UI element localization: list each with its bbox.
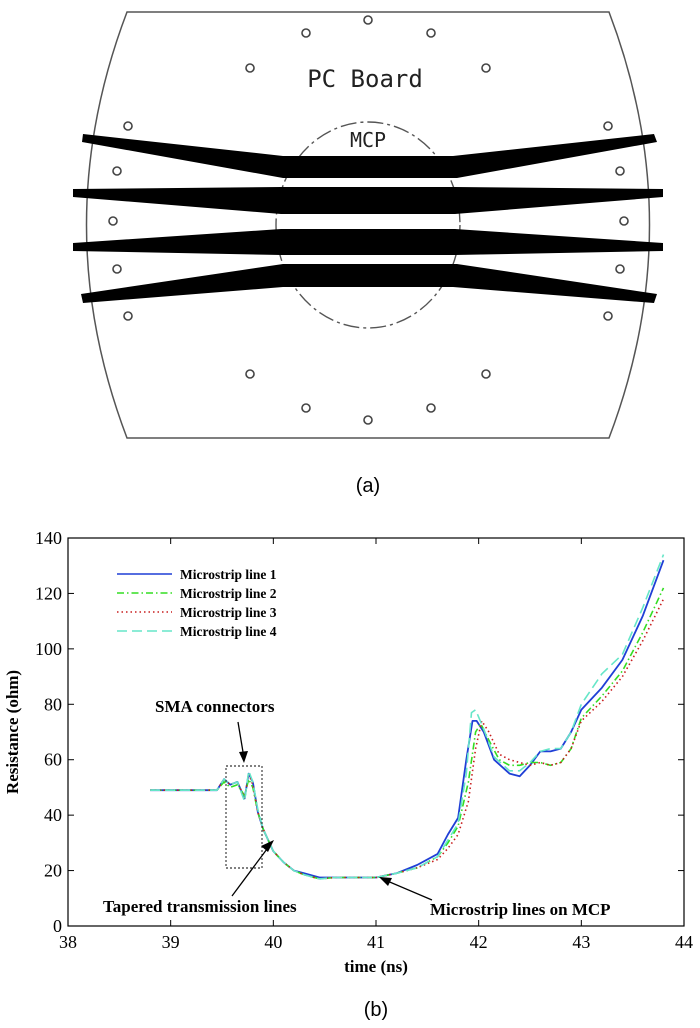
y-tick-label: 20 bbox=[44, 861, 62, 881]
x-tick-label: 42 bbox=[470, 932, 488, 952]
series-line-2 bbox=[150, 587, 665, 880]
chart-series bbox=[150, 554, 665, 880]
annotation-microstrip-mcp: Microstrip lines on MCP bbox=[430, 900, 611, 919]
microstrip-trace-3 bbox=[73, 229, 663, 255]
microstrip-trace-4 bbox=[81, 264, 657, 303]
resistance-chart: 38 39 40 41 42 43 44 0 20 40 60 80 100 120 140 time (n… bbox=[3, 528, 693, 976]
pc-board-diagram: PC Board MCP bbox=[73, 11, 663, 439]
sma-highlight-box bbox=[225, 765, 263, 869]
mounting-hole bbox=[112, 166, 122, 176]
microstrip-trace-1 bbox=[82, 134, 657, 178]
series-line-3 bbox=[150, 598, 665, 880]
caption-a: (a) bbox=[356, 475, 380, 497]
annotation-tapered-arrow bbox=[231, 844, 271, 897]
y-tick-label: 40 bbox=[44, 805, 62, 825]
mounting-hole bbox=[615, 264, 625, 274]
x-tick-label: 43 bbox=[572, 932, 590, 952]
plot-frame bbox=[67, 537, 685, 927]
y-tick-label: 100 bbox=[35, 639, 62, 659]
series-line-4 bbox=[150, 554, 665, 880]
annotation-tapered-arrowhead bbox=[261, 840, 274, 852]
y-tick-label: 140 bbox=[35, 528, 62, 548]
mounting-hole bbox=[603, 121, 613, 131]
mounting-hole bbox=[619, 216, 629, 226]
axis-ticks: 38 39 40 41 42 43 44 0 20 40 60 80 100 120 140 bbox=[35, 528, 693, 952]
y-tick-label: 80 bbox=[44, 694, 62, 714]
x-tick-label: 38 bbox=[59, 932, 77, 952]
mounting-hole bbox=[245, 63, 255, 73]
mounting-hole bbox=[363, 415, 373, 425]
annotation-sma-connectors: SMA connectors bbox=[155, 697, 275, 716]
mounting-hole bbox=[108, 216, 118, 226]
annotation-sma-arrowhead bbox=[239, 751, 248, 763]
y-axis-label: Resistance (ohm) bbox=[3, 670, 22, 794]
board-label: PC Board bbox=[307, 65, 423, 93]
mcp-outline bbox=[275, 121, 461, 329]
mounting-hole bbox=[481, 63, 491, 73]
y-tick-label: 120 bbox=[35, 583, 62, 603]
annotation-tapered-lines: Tapered transmission lines bbox=[103, 897, 297, 916]
microstrip-trace-2 bbox=[73, 187, 663, 214]
x-axis-label: time (ns) bbox=[344, 957, 408, 976]
mounting-hole bbox=[112, 264, 122, 274]
mounting-hole bbox=[481, 369, 491, 379]
mounting-hole bbox=[426, 28, 436, 38]
legend-label-2: Microstrip line 2 bbox=[180, 586, 277, 601]
x-tick-label: 40 bbox=[264, 932, 282, 952]
x-tick-label: 44 bbox=[675, 932, 693, 952]
x-tick-label: 41 bbox=[367, 932, 385, 952]
mounting-hole bbox=[123, 121, 133, 131]
y-tick-label: 0 bbox=[53, 916, 62, 936]
caption-b: (b) bbox=[364, 999, 388, 1021]
legend-label-3: Microstrip line 3 bbox=[180, 605, 277, 620]
annotation-mcp-arrowhead bbox=[379, 877, 392, 886]
mounting-hole bbox=[301, 403, 311, 413]
legend-label-4: Microstrip line 4 bbox=[180, 624, 277, 639]
legend-label-1: Microstrip line 1 bbox=[180, 567, 277, 582]
annotation-mcp-arrow bbox=[384, 879, 433, 901]
mounting-hole bbox=[603, 311, 613, 321]
mounting-hole bbox=[615, 166, 625, 176]
chart-legend: Microstrip line 1 Microstrip line 2 Micros… bbox=[117, 567, 277, 639]
y-tick-label: 60 bbox=[44, 750, 62, 770]
mounting-hole bbox=[426, 403, 436, 413]
x-tick-label: 39 bbox=[162, 932, 180, 952]
mcp-label: MCP bbox=[350, 128, 386, 152]
mounting-hole bbox=[363, 15, 373, 25]
mounting-hole bbox=[301, 28, 311, 38]
mounting-hole bbox=[123, 311, 133, 321]
board-outline bbox=[85, 11, 651, 439]
mounting-hole bbox=[245, 369, 255, 379]
